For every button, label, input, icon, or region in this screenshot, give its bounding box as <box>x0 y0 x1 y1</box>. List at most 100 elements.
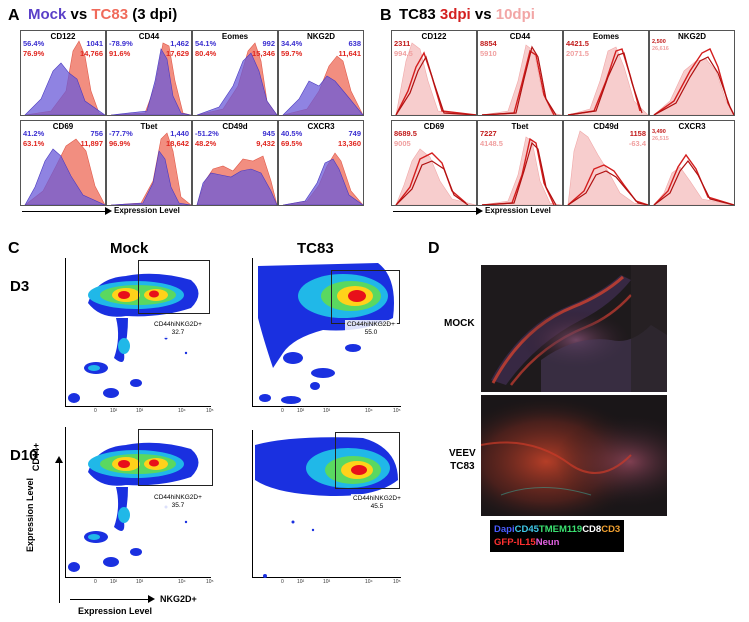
x-tick-label: 0 <box>281 579 284 585</box>
histogram-a-tr1: 756 <box>90 129 103 138</box>
histogram-b-eomes: Eomes 4421.5 2071.5 <box>563 30 649 116</box>
histogram-a-tr2: 18,642 <box>166 139 189 148</box>
histogram-b-name: Tbet <box>511 122 529 131</box>
histogram-b-v2: 26,616 <box>652 46 669 52</box>
label-veev-line1: VEEV <box>449 448 476 459</box>
histogram-a-tl2: 59.7% <box>281 49 303 58</box>
panel-b-axis-arrow-icon <box>476 207 483 215</box>
legend-cd45: CD45 <box>514 524 539 535</box>
histogram-a-cd44: CD44 -78.9% 91.6% 1,462 17,629 <box>106 30 192 116</box>
legend-cd8: CD8 <box>582 524 602 535</box>
gate-box <box>335 432 400 489</box>
histogram-b-plot <box>481 136 562 205</box>
histogram-a-tr1: 1,440 <box>170 129 189 138</box>
col-title-tc83: TC83 <box>297 240 334 257</box>
histogram-a-plot <box>24 138 105 205</box>
y-marker-text: CD44+ <box>31 442 42 472</box>
title-tc83: TC83 <box>91 6 129 23</box>
micrograph-mock-image <box>481 265 667 392</box>
histogram-a-tl1: -78.9% <box>109 39 133 48</box>
x-tick-label: 10³ <box>323 408 331 414</box>
x-tick-label: 10⁴ <box>365 408 373 414</box>
title-dpi: (3 dpi) <box>128 6 178 23</box>
x-tick-label: 10³ <box>323 579 331 585</box>
histogram-a-cxcr3: CXCR3 40.5% 69.5% 749 13,360 <box>278 120 364 206</box>
title-b-3dpi: 3dpi <box>439 6 471 23</box>
panel-c-x-marker: NKG2D+ <box>160 594 197 604</box>
label-veev: VEEV TC83 <box>449 447 476 473</box>
histogram-b-v1: 7227 <box>480 129 497 138</box>
histogram-b-plot <box>567 130 648 205</box>
histogram-b-v2: 2071.5 <box>566 49 589 58</box>
x-tick-label: 10² <box>297 408 305 414</box>
title-vs: vs <box>66 6 92 23</box>
panel-a-axis-arrow-icon <box>105 207 112 215</box>
histogram-a-tl2: 80.4% <box>195 49 217 58</box>
x-tick-label: 0 <box>281 408 284 414</box>
histogram-a-tl2: 96.9% <box>109 139 131 148</box>
histogram-b-cxcr3: CXCR3 3,490 26,515 <box>649 120 735 206</box>
panel-a-axis-label: Expression Level <box>114 206 180 215</box>
panel-a-x-axis <box>22 211 107 212</box>
gate-value: 55.0 <box>364 329 378 336</box>
histogram-a-nkg2d: NKG2D 34.4% 59.7% 638 11,641 <box>278 30 364 116</box>
histogram-a-tr1: 1,462 <box>170 39 189 48</box>
flow-plot-d3-mock: CD44hiNKG2D+ 32.7 0 10² 10³ 10⁴ 10⁵ <box>65 258 214 414</box>
histogram-b-cd69: CD69 8689.5 9005 <box>391 120 477 206</box>
y-axis-text: Expression Level <box>25 477 35 553</box>
histogram-a-name: Eomes <box>221 32 249 41</box>
micrograph-veev <box>481 395 667 516</box>
histogram-a-cd122: CD122 56.4% 76.9% 1041 14,766 <box>20 30 106 116</box>
histogram-a-tr2: 13,360 <box>338 139 361 148</box>
histogram-a-tl1: 34.4% <box>281 39 303 48</box>
histogram-a-cd49d: CD49d -51.2% 48.2% 945 9,432 <box>192 120 278 206</box>
histogram-b-v2: 4148.5 <box>480 139 503 148</box>
histogram-a-plot <box>282 55 363 115</box>
histogram-b-v2: 26,515 <box>652 136 669 142</box>
panel-b-x-axis <box>393 211 478 212</box>
histogram-b-v1: 8854 <box>480 39 497 48</box>
x-tick-label: 10³ <box>136 579 144 585</box>
micrograph-veev-image <box>481 395 667 516</box>
histogram-a-tl2: 76.9% <box>23 49 45 58</box>
micrograph-mock <box>481 265 667 392</box>
histogram-a-tr1: 749 <box>348 129 361 138</box>
histogram-b-v1: 4421.5 <box>566 39 589 48</box>
histogram-b-plot <box>395 148 476 205</box>
x-tick-label: 10⁵ <box>393 408 401 414</box>
label-mock: MOCK <box>444 318 475 329</box>
histogram-a-tbet: Tbet -77.7% 96.9% 1,440 18,642 <box>106 120 192 206</box>
histogram-b-plot <box>395 42 476 115</box>
histogram-a-tr2: 11,641 <box>338 49 361 58</box>
legend-tmem: TMEM119 <box>538 524 583 535</box>
panel-a-title: Mock vs TC83 (3 dpi) <box>28 6 177 23</box>
flow-plot-d10-tc83: CD44hiNKG2D+ 45.5 0 10² 10³ 10⁴ 10⁵ <box>252 430 403 585</box>
x-tick-label: 10³ <box>136 408 144 414</box>
panel-c-y-marker: CD44+ <box>31 443 41 471</box>
histogram-a-name: NKG2D <box>306 32 335 41</box>
histogram-a-tl1: -51.2% <box>195 129 219 138</box>
histogram-a-tl1: 40.5% <box>281 129 303 138</box>
title-b-tc83: TC83 <box>399 6 440 23</box>
histogram-b-cd122: CD122 2311 994.5 <box>391 30 477 116</box>
flow-density <box>68 273 199 403</box>
histogram-a-tl1: -77.7% <box>109 129 133 138</box>
flow-plot-d10-mock: CD44hiNKG2D+ 35.7 0 10² 10³ 10⁴ 10⁵ <box>65 427 214 585</box>
gate-box <box>138 429 213 486</box>
gate-box <box>138 260 210 314</box>
gate-name: CD44hiNKG2D+ <box>154 494 202 501</box>
histogram-a-plot <box>24 40 105 115</box>
flow-plot-d3-tc83: CD44hiNKG2D+ 55.0 0 10² 10³ 10⁴ 10⁵ <box>252 258 401 414</box>
histogram-b-v1: 2,500 <box>652 39 666 45</box>
gate-box <box>331 270 400 324</box>
histogram-b-v1: 1158 <box>629 129 646 138</box>
panel-c-x-axis-label: Expression Level <box>78 606 153 616</box>
x-tick-label: 0 <box>94 408 97 414</box>
histogram-a-tr1: 945 <box>262 129 275 138</box>
legend-dapi: Dapi <box>494 524 515 535</box>
row-label-d3: D3 <box>10 278 30 295</box>
histogram-b-plot <box>653 153 734 205</box>
title-b-10dpi: 10dpi <box>495 6 535 23</box>
panel-d-letter: D <box>428 240 440 257</box>
histogram-a-tr2: 11,897 <box>80 139 103 148</box>
